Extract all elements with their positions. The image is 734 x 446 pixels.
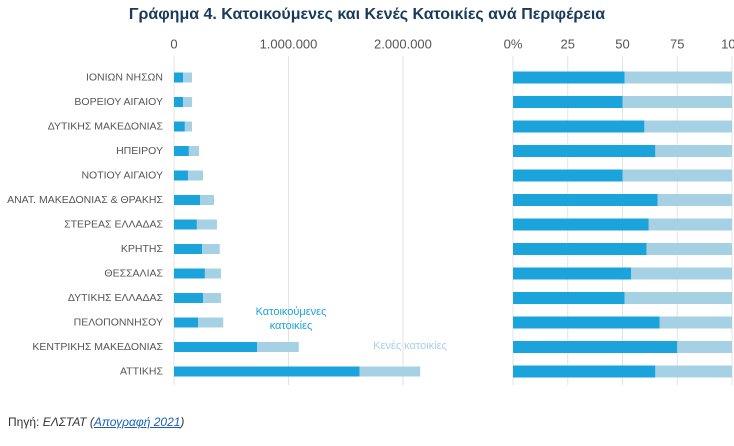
bar-segment [655, 365, 732, 378]
bar-segment [513, 267, 632, 280]
category-label: ΔΥΤΙΚΗΣ ΕΛΛΑΔΑΣ [68, 292, 164, 304]
bar-segment [199, 195, 215, 205]
bar-segment [648, 218, 732, 231]
x-tick-label: 0% [504, 36, 523, 51]
bar-segment [513, 218, 649, 231]
category-label: ΚΕΝΤΡΙΚΗΣ ΜΑΚΕΔΟΝΙΑΣ [32, 341, 163, 353]
bar-segment [174, 366, 360, 377]
bar-segment [174, 146, 189, 156]
bar-segment [513, 341, 678, 353]
category-label: ΗΠΕΙΡΟΥ [116, 145, 163, 157]
bar-segment [174, 219, 197, 230]
source-link[interactable]: Απογραφή 2021 [93, 415, 181, 429]
bar-segment [513, 292, 625, 304]
bar-segment [183, 97, 193, 107]
x-tick-label: 100 [721, 36, 734, 51]
category-label: ΒΟΡΕΙΟΥ ΑΙΓΑΙΟΥ [74, 96, 163, 108]
bar-segment [174, 268, 205, 279]
bar-segment [657, 194, 732, 206]
category-label: ΝΟΤΙΟΥ ΑΙΓΑΙΟΥ [81, 169, 163, 181]
category-label: ΑΝΑΤ. ΜΑΚΕΔΟΝΙΑΣ & ΘΡΑΚΗΣ [7, 194, 163, 206]
bar-segment [359, 366, 421, 377]
bar-segment [183, 72, 192, 83]
chart-title: Γράφημα 4. Κατοικούμενες και Κενές Κατοι… [129, 6, 605, 23]
source: Πηγή: ΕΛΣΤΑΤ (Απογραφή 2021) [8, 415, 184, 429]
bar-segment [174, 121, 185, 132]
bar-segment [174, 293, 204, 303]
chart: Γράφημα 4. Κατοικούμενες και Κενές Κατοι… [7, 6, 734, 385]
bar-segment [174, 342, 258, 352]
bar-segment [174, 97, 184, 107]
bar-segment [677, 341, 732, 353]
bar-segment [513, 316, 660, 329]
x-tick-label: 75 [670, 36, 684, 51]
bar-segment [622, 169, 732, 182]
bar-segment [622, 96, 732, 108]
bar-segment [513, 169, 623, 182]
source-end: ) [180, 415, 185, 429]
bar-segment [196, 219, 217, 230]
bar-segment [644, 120, 732, 133]
category-label: ΘΕΣΣΑΛΙΑΣ [104, 267, 163, 279]
x-tick-label: 1.000.000 [260, 36, 318, 51]
x-tick-label: 2.000.000 [374, 36, 432, 51]
source-text: ΕΛΣΤΑΤ ( [42, 415, 94, 429]
bar-segment [187, 170, 203, 181]
bar-segment [655, 145, 732, 157]
bar-segment [202, 244, 220, 254]
bar-segment [624, 71, 732, 84]
bar-segment [513, 243, 647, 255]
bar-segment [198, 317, 224, 328]
category-label: ΑΤΤΙΚΗΣ [120, 365, 164, 377]
category-label: ΠΕΛΟΠΟΝΝΗΣΟΥ [74, 316, 163, 328]
bar-segment [513, 145, 656, 157]
bar-segment [204, 268, 221, 279]
x-tick-label: 50 [615, 36, 629, 51]
bar-segment [203, 293, 221, 303]
source-label: Πηγή: [8, 415, 40, 429]
bar-segment [174, 317, 199, 328]
bar-segment [184, 121, 192, 132]
bar-segment [174, 72, 184, 83]
x-tick-label: 0 [170, 36, 177, 51]
bar-segment [659, 316, 732, 329]
category-label: ΚΡΗΤΗΣ [121, 243, 164, 255]
bar-segment [174, 244, 203, 254]
bar-segment [174, 195, 200, 205]
x-tick-label: 25 [561, 36, 575, 51]
bar-segment [174, 170, 188, 181]
series-label: Κενές κατοικίες [373, 340, 447, 352]
category-label: ΣΤΕΡΕΑΣ ΕΛΛΑΔΑΣ [64, 218, 163, 230]
category-label: ΔΥΤΙΚΗΣ ΜΑΚΕΔΟΝΙΑΣ [48, 120, 164, 132]
bar-segment [646, 243, 732, 255]
bar-segment [513, 71, 625, 84]
bar-segment [513, 365, 656, 378]
bar-segment [513, 120, 645, 133]
bar-segment [631, 267, 732, 280]
series-label: Κατοικούμενες κατοικίες [255, 306, 327, 332]
bar-segment [513, 194, 658, 206]
bar-segment [624, 292, 732, 304]
category-label: ΙΟΝΙΩΝ ΝΗΣΩΝ [86, 71, 163, 83]
bar-segment [257, 342, 299, 352]
bar-segment [188, 146, 199, 156]
bar-segment [513, 96, 623, 108]
